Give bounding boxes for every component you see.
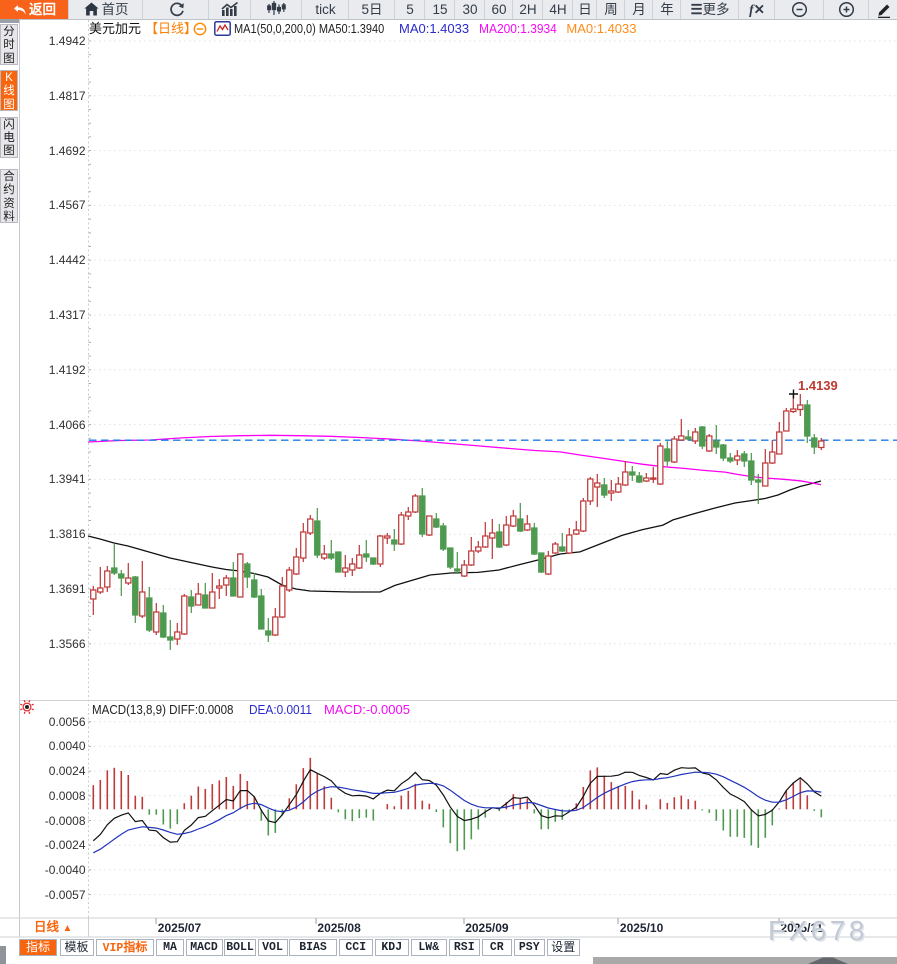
svg-text:1.4139: 1.4139 <box>798 378 838 393</box>
